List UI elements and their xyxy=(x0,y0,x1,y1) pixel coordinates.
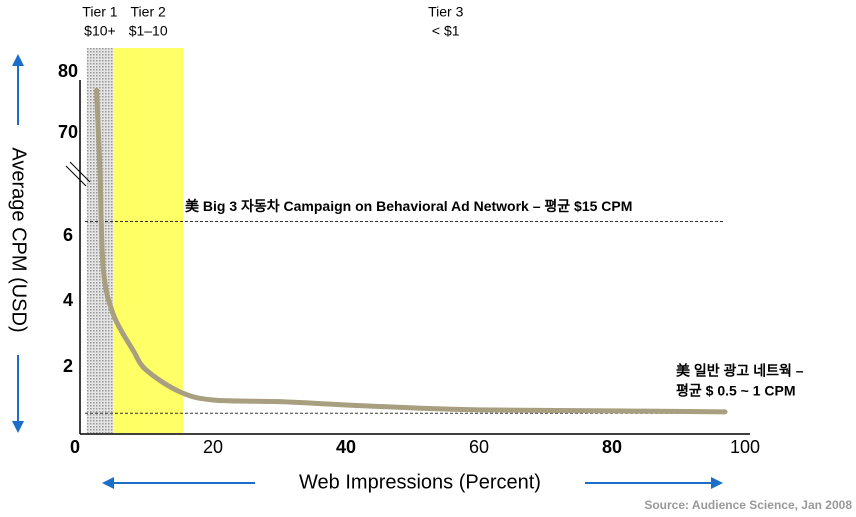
y-tick-label: 70 xyxy=(58,122,78,142)
x-tick-label: 0 xyxy=(70,437,80,457)
tier-label: $1–10 xyxy=(129,23,168,39)
x-tick-label: 60 xyxy=(469,437,489,457)
y-tick-label: 80 xyxy=(58,61,78,81)
tier-name: Tier 1 xyxy=(82,4,117,20)
x-arrow xyxy=(102,477,723,489)
tier-label: < $1 xyxy=(432,23,460,39)
source: Source: Audience Science, Jan 2008 xyxy=(644,498,852,512)
tier-name: Tier 2 xyxy=(131,4,166,20)
x-axis-title: Web Impressions (Percent) xyxy=(299,471,541,493)
tier-label: $10+ xyxy=(84,23,116,39)
y-axis-title: Average CPM (USD) xyxy=(8,147,30,332)
axis-break xyxy=(65,165,87,187)
x-tick-label: 100 xyxy=(730,437,760,457)
curve xyxy=(94,87,728,415)
x-tick-label: 40 xyxy=(336,437,356,457)
y-tick-label: 4 xyxy=(63,290,73,310)
y-arrow xyxy=(12,54,24,433)
y-tick-label: 6 xyxy=(63,225,73,245)
tier-band xyxy=(113,48,184,433)
axis-break xyxy=(69,161,91,183)
reference-label: 美 일반 광고 네트웍 – xyxy=(676,363,804,379)
y-tick-label: 2 xyxy=(63,356,73,376)
reference-label: 평균 $ 0.5 ~ 1 CPM xyxy=(676,383,796,399)
reference-label: 美 Big 3 자동차 Campaign on Behavioral Ad Ne… xyxy=(185,198,632,214)
x-tick-label: 80 xyxy=(602,437,622,457)
x-tick-label: 20 xyxy=(203,437,223,457)
tier-name: Tier 3 xyxy=(428,4,463,20)
